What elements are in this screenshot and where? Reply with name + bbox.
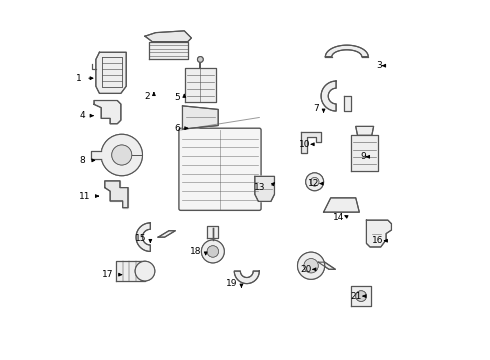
Polygon shape xyxy=(136,223,150,251)
Circle shape xyxy=(197,57,203,62)
Circle shape xyxy=(306,173,323,191)
Circle shape xyxy=(201,240,224,263)
Polygon shape xyxy=(207,226,218,238)
Text: 3: 3 xyxy=(376,61,382,70)
Polygon shape xyxy=(351,286,371,306)
Polygon shape xyxy=(325,45,368,57)
Text: 15: 15 xyxy=(135,234,146,243)
Text: 1: 1 xyxy=(76,74,82,83)
Circle shape xyxy=(207,246,219,257)
Text: 14: 14 xyxy=(333,213,344,222)
Polygon shape xyxy=(136,223,150,251)
Polygon shape xyxy=(301,132,321,153)
Circle shape xyxy=(304,258,318,273)
Polygon shape xyxy=(323,198,359,212)
Polygon shape xyxy=(325,45,368,57)
Text: 6: 6 xyxy=(174,124,180,133)
Circle shape xyxy=(297,252,325,279)
Circle shape xyxy=(304,258,318,273)
Text: 7: 7 xyxy=(314,104,319,113)
Text: 12: 12 xyxy=(308,179,319,188)
Circle shape xyxy=(112,145,132,165)
Polygon shape xyxy=(94,100,121,124)
Polygon shape xyxy=(321,81,336,111)
Polygon shape xyxy=(318,262,335,269)
Polygon shape xyxy=(301,132,321,153)
Circle shape xyxy=(112,145,132,165)
FancyBboxPatch shape xyxy=(179,128,261,210)
Text: 17: 17 xyxy=(102,270,114,279)
Circle shape xyxy=(297,252,325,279)
Circle shape xyxy=(135,261,155,281)
Polygon shape xyxy=(344,96,351,111)
Polygon shape xyxy=(367,220,392,247)
Text: 5: 5 xyxy=(174,93,180,102)
Polygon shape xyxy=(356,126,373,135)
Polygon shape xyxy=(105,181,128,208)
Circle shape xyxy=(310,177,319,186)
Polygon shape xyxy=(148,41,188,59)
Polygon shape xyxy=(351,135,378,171)
Polygon shape xyxy=(94,100,121,124)
Polygon shape xyxy=(351,286,371,306)
Polygon shape xyxy=(96,52,126,93)
Text: 20: 20 xyxy=(301,265,312,274)
Polygon shape xyxy=(92,151,101,159)
Text: 13: 13 xyxy=(254,183,266,192)
Circle shape xyxy=(207,246,219,257)
Polygon shape xyxy=(182,106,218,129)
Polygon shape xyxy=(96,52,126,93)
Polygon shape xyxy=(145,31,192,41)
Circle shape xyxy=(101,134,143,176)
Polygon shape xyxy=(182,106,218,129)
Circle shape xyxy=(306,173,323,191)
Circle shape xyxy=(356,291,367,301)
Polygon shape xyxy=(117,261,145,281)
Polygon shape xyxy=(158,231,175,237)
Text: 8: 8 xyxy=(79,156,85,165)
Polygon shape xyxy=(117,261,145,281)
Polygon shape xyxy=(255,176,274,202)
Polygon shape xyxy=(255,176,274,202)
Text: 16: 16 xyxy=(372,236,384,245)
Polygon shape xyxy=(367,220,392,247)
Polygon shape xyxy=(321,81,336,111)
Polygon shape xyxy=(145,31,192,41)
Text: 11: 11 xyxy=(79,192,91,201)
Polygon shape xyxy=(323,198,359,212)
Polygon shape xyxy=(234,271,259,284)
Text: 2: 2 xyxy=(144,91,149,100)
Polygon shape xyxy=(148,41,188,59)
Circle shape xyxy=(201,240,224,263)
Text: 10: 10 xyxy=(299,140,310,149)
Text: 21: 21 xyxy=(351,292,362,301)
Polygon shape xyxy=(351,135,378,171)
Polygon shape xyxy=(318,262,335,269)
Circle shape xyxy=(197,57,203,62)
Polygon shape xyxy=(356,126,373,135)
Circle shape xyxy=(310,177,319,186)
Polygon shape xyxy=(158,231,175,237)
Circle shape xyxy=(356,291,367,301)
Text: 19: 19 xyxy=(225,279,237,288)
Circle shape xyxy=(135,261,155,281)
Polygon shape xyxy=(185,68,216,102)
Text: 4: 4 xyxy=(80,111,85,120)
Polygon shape xyxy=(185,68,216,102)
Polygon shape xyxy=(207,226,218,238)
Polygon shape xyxy=(92,151,101,159)
Polygon shape xyxy=(234,271,259,284)
Circle shape xyxy=(101,134,143,176)
Text: 9: 9 xyxy=(360,152,366,161)
Polygon shape xyxy=(344,96,351,111)
Text: 18: 18 xyxy=(190,247,201,256)
Polygon shape xyxy=(105,181,128,208)
